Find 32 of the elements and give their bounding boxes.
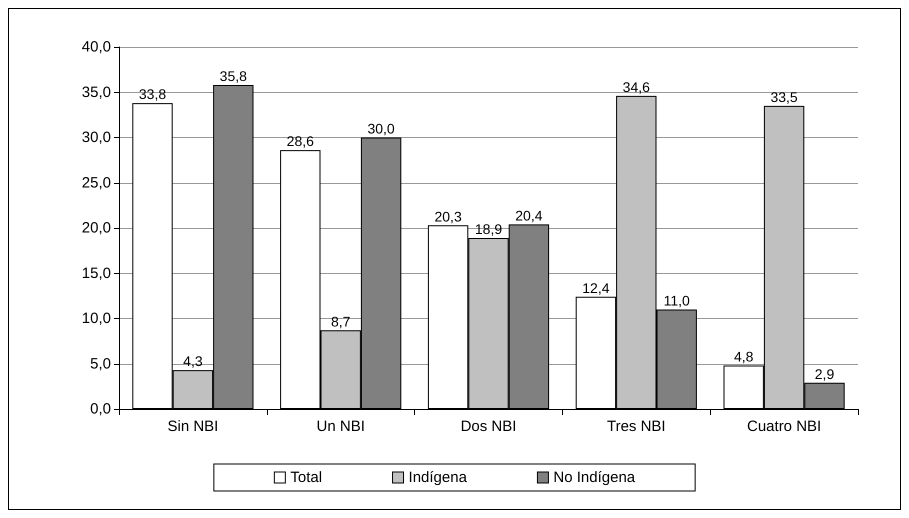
y-tick-label: 0,0: [90, 400, 111, 418]
y-tick-label: 25,0: [82, 174, 111, 192]
data-label: 33,8: [138, 86, 166, 102]
x-tick-label: Tres NBI: [606, 418, 666, 435]
y-tick-label: 5,0: [90, 355, 111, 372]
legend-label: Total: [290, 469, 322, 486]
y-tick-label: 10,0: [82, 310, 111, 327]
data-label: 8,7: [330, 313, 351, 330]
data-label: 18,9: [474, 220, 502, 237]
data-label: 20,4: [515, 207, 543, 224]
x-tick-label: Cuatro NBI: [747, 418, 822, 435]
y-tick-label: 15,0: [82, 264, 111, 282]
data-label: 11,0: [664, 292, 690, 308]
legend-label: No Indígena: [553, 469, 636, 486]
y-tick-label: 35,0: [82, 84, 111, 101]
data-label: 4,3: [183, 353, 203, 370]
y-tick-label: 20,0: [82, 220, 111, 236]
data-label: 33,5: [770, 88, 798, 105]
legend-label: Indígena: [408, 469, 468, 486]
y-tick-label: 30,0: [82, 129, 111, 146]
x-tick-label: Dos NBI: [460, 418, 516, 435]
x-tick-label: Un NBI: [316, 418, 365, 435]
data-label: 35,8: [220, 68, 248, 84]
data-label: 12,4: [582, 280, 610, 296]
data-label: 20,3: [434, 208, 462, 224]
y-tick-label: 40,0: [82, 38, 111, 56]
data-label: 4,8: [734, 348, 754, 365]
data-label: 30,0: [367, 120, 395, 136]
data-label: 34,6: [622, 78, 650, 95]
x-tick-label: Sin NBI: [167, 418, 218, 435]
data-label: 2,9: [814, 366, 834, 382]
data-label: 28,6: [286, 133, 314, 150]
